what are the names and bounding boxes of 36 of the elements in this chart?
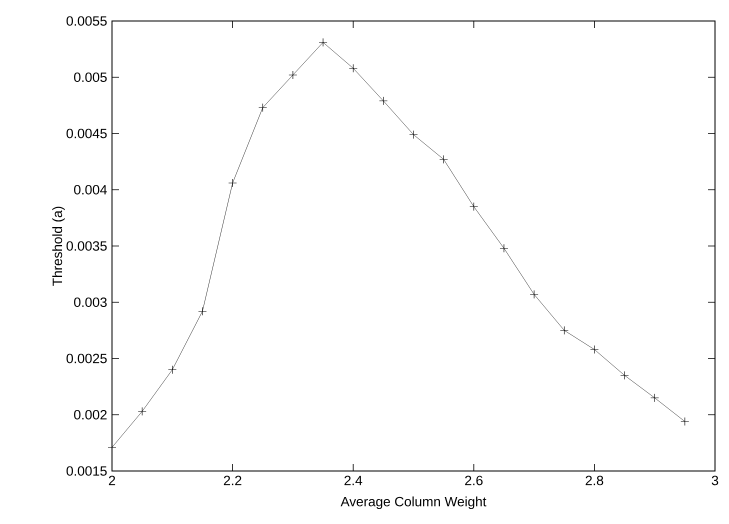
y-tick-label: 0.003 [74, 297, 107, 308]
point [318, 38, 328, 47]
point [168, 365, 177, 374]
y-tick-label: 0.005 [74, 72, 107, 82]
point [228, 178, 237, 188]
y-tick-label: 0.0045 [66, 128, 107, 138]
point [620, 371, 629, 380]
y-tick-label: 0.0015 [66, 466, 107, 476]
point [590, 345, 599, 354]
y-tick-label: 0.0025 [66, 354, 107, 364]
point [530, 290, 538, 299]
x-tick-label: 2.8 [586, 476, 604, 486]
point [138, 407, 146, 416]
point [680, 417, 690, 426]
y-axis-title: Threshold (a) [52, 206, 65, 286]
point [439, 155, 448, 164]
point [650, 394, 660, 402]
point [560, 326, 569, 335]
x-tick-label: 3 [712, 476, 718, 486]
point [409, 130, 418, 139]
x-axis-title: Average Column Weight [340, 496, 486, 510]
point [198, 306, 207, 316]
point [348, 64, 358, 73]
x-tick-label: 2.6 [465, 476, 483, 486]
y-tick-label: 0.0035 [66, 241, 107, 251]
point [470, 202, 478, 211]
x-tick-label: 2 [108, 476, 116, 486]
y-tick-label: 0.002 [74, 410, 107, 420]
y-tick-label: 0.0055 [66, 16, 107, 26]
point [379, 96, 388, 106]
point [258, 103, 268, 112]
x-tick-label: 2.2 [224, 476, 242, 486]
y-tick-label: 0.004 [74, 184, 107, 195]
x-tick-label: 2.4 [344, 476, 362, 486]
point [500, 244, 508, 253]
point [288, 70, 298, 80]
